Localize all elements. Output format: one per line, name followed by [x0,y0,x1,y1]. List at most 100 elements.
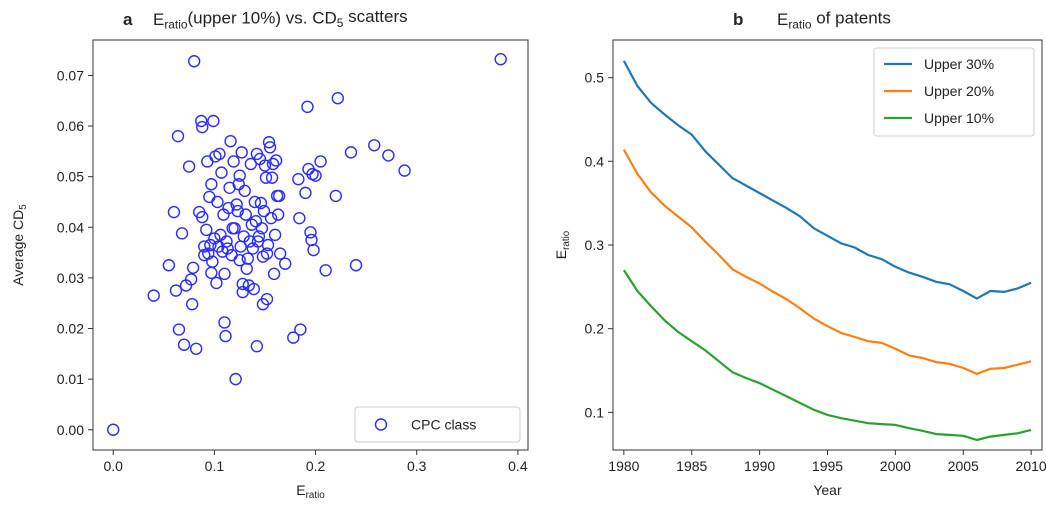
data-point [177,338,191,351]
title-sub: ratio [164,18,188,32]
data-point [259,171,273,184]
data-point [398,164,411,177]
data-point [220,235,233,248]
data-point [186,261,200,274]
data-point [269,154,283,167]
data-point [265,171,279,184]
panel-letter: a [123,10,133,29]
data-point [167,205,181,219]
y-axis-label: Average CD5 [10,204,29,286]
x-tick-label: 2000 [880,458,911,474]
data-point [210,276,223,290]
data-point [249,215,263,228]
data-point [230,198,243,211]
data-point [203,190,216,204]
data-point [266,157,280,171]
data-point [314,155,327,168]
title-part: E [777,10,788,29]
data-point [260,247,274,260]
series-line [622,60,1032,300]
title-part: E [153,10,164,29]
data-point [184,273,198,286]
data-point [233,253,246,267]
y-tick-label: 0.3 [585,237,605,253]
data-point [189,342,203,355]
data-point [382,149,395,162]
y-axis-label: Eratio [553,230,572,259]
data-point [262,136,276,149]
data-point [272,189,286,203]
title-part: scatters [343,7,407,26]
data-point [201,155,214,168]
data-point [494,53,507,66]
x-tick-label: 2010 [1016,458,1046,474]
data-point [227,155,240,168]
y-tick-label: 0.1 [585,404,605,420]
data-point [252,230,266,243]
data-point [292,172,305,186]
data-point [256,250,270,263]
data-point [241,252,254,265]
data-point [236,285,249,299]
data-point [254,196,268,210]
x-axis-label-base: E [296,482,305,498]
data-point [264,211,278,225]
y-tick-label: 0.4 [585,153,605,169]
x-axis-label-base: Year [813,482,842,498]
y-tick-label: 0.07 [57,67,84,83]
data-point [175,227,189,240]
data-point [171,129,185,143]
data-point [238,184,251,198]
data-point [196,120,209,134]
x-axis-label: Eratio [296,482,325,501]
data-point [268,228,282,242]
legend-label: Upper 30% [924,56,994,72]
data-point [294,323,307,336]
panel-title: Eratio of patents [777,8,891,31]
data-point [147,289,160,302]
data-point [218,267,231,281]
data-point [271,208,285,221]
data-point [222,201,235,215]
data-point [207,114,220,128]
x-axis-label-sub: ratio [306,490,326,501]
data-point [287,331,300,344]
y-tick-label: 0.5 [585,70,605,86]
y-tick-label: 0.05 [57,169,84,185]
panel-a-scatter: 0.0 0.1 0.2 0.3 0.4 0.00 0.01 0.02 0.03 0.04 0.05 0… [10,7,529,501]
title-sub: ratio [788,18,812,32]
data-point [273,247,287,260]
data-point [240,262,253,275]
legend-box [873,47,1035,137]
legend-label: Upper 10% [924,110,994,126]
data-point [247,282,261,296]
data-point [258,159,272,172]
legend-label: Upper 20% [924,83,994,99]
panel-letter: b [733,10,743,29]
y-tick-label: 0.03 [57,270,84,286]
data-point [198,240,211,253]
y-tick-label: 0.06 [57,118,84,134]
data-point [215,166,228,179]
data-point [260,292,274,306]
data-point [169,284,183,297]
data-point [195,114,208,128]
series-line [622,269,1032,442]
series-line [622,149,1032,375]
x-tick-label: 0.0 [103,458,123,474]
data-point [162,259,176,272]
data-point [307,243,320,257]
data-point [299,186,312,200]
data-point [233,169,246,182]
data-point [187,55,201,68]
y-tick-label: 0.2 [585,321,605,337]
x-tick-label: 0.4 [508,458,528,474]
data-point [319,264,332,277]
data-point [196,210,209,224]
data-point [228,222,241,235]
x-tick-label: 0.3 [407,458,427,474]
data-point [231,204,244,218]
data-point [267,267,281,281]
data-point [204,238,217,252]
data-point [172,323,186,336]
